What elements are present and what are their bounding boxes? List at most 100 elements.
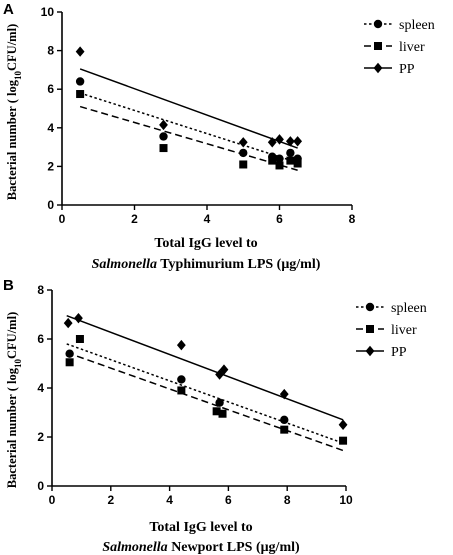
data-point-spleen (239, 148, 248, 158)
panel-a-x-axis-label-line2: Salmonella Typhimurium LPS (μg/ml) (92, 257, 321, 272)
x-tick-label: 2 (107, 493, 114, 507)
data-point-pp (267, 137, 277, 148)
y-tick-label: 4 (47, 121, 54, 135)
panel-a-x-tick-labels: 0 2 4 6 8 (59, 212, 356, 226)
data-point-pp (293, 136, 303, 147)
data-point-pp (238, 137, 248, 148)
x-tick-label: 0 (49, 493, 56, 507)
data-point-liver (275, 161, 284, 170)
y-tick-label: 8 (47, 44, 54, 58)
data-point-liver (212, 407, 221, 416)
x-tick-label: 8 (284, 493, 291, 507)
legend-label: liver (391, 323, 417, 338)
panel-a-axes (57, 11, 353, 210)
data-point-spleen (177, 375, 186, 384)
x-tick-label: 2 (131, 212, 138, 226)
data-point-liver (293, 159, 302, 168)
panel-b-x-axis-label-line1: Total IgG level to (149, 520, 252, 535)
fit-line-pp (66, 315, 344, 421)
panel-b-y-axis-label: Bacterial number ( log10CFU/ml) (5, 312, 23, 488)
data-point-pp (75, 46, 85, 57)
x-tick-label: 6 (276, 212, 283, 226)
x-tick-label: 10 (339, 493, 353, 507)
data-point-liver (239, 160, 248, 169)
legend-item-liver: liver (356, 323, 417, 338)
legend-marker-spleen (373, 19, 383, 29)
y-tick-label: 10 (41, 5, 55, 19)
legend-marker-liver (366, 325, 374, 333)
panel-a-y-tick-labels: 0 2 4 6 8 10 (41, 5, 55, 212)
legend-item-pp: PP (364, 62, 415, 77)
panel-a-y-axis-label: Bacterial number ( log10CFU/ml) (5, 24, 23, 200)
legend-marker-pp (373, 62, 383, 74)
data-point-pp (279, 388, 289, 400)
y-tick-label: 6 (37, 332, 44, 346)
legend-marker-spleen (365, 302, 375, 312)
legend-item-spleen: spleen (364, 18, 435, 33)
data-point-spleen (286, 148, 295, 158)
panel-b-y-tick-labels: 0 2 4 6 8 (37, 283, 44, 493)
fit-line-spleen (79, 92, 298, 164)
data-point-liver (65, 358, 74, 367)
data-point-liver (268, 156, 277, 165)
fit-line-liver (66, 351, 344, 452)
y-tick-label: 6 (47, 82, 54, 96)
x-tick-label: 0 (59, 212, 66, 226)
y-tick-label: 0 (37, 479, 44, 493)
panel-b-fit-lines (66, 315, 344, 452)
panel-a: A 0 2 4 6 8 0 2 4 6 8 10 Bacterial number ( log10… (3, 1, 435, 272)
panel-b-data-points (63, 312, 348, 445)
legend-item-pp: PP (356, 345, 407, 360)
data-point-spleen (159, 132, 168, 141)
data-point-liver (177, 386, 186, 395)
x-tick-label: 4 (166, 493, 173, 507)
panel-b-axes (47, 289, 347, 491)
data-point-pp (63, 317, 73, 329)
legend-label: liver (399, 40, 425, 55)
data-point-liver (280, 425, 289, 434)
data-point-spleen (75, 77, 85, 86)
panel-a-legend: spleen liver PP (364, 18, 435, 77)
data-point-pp (275, 134, 284, 145)
legend-item-spleen: spleen (356, 301, 427, 316)
data-point-pp (176, 339, 186, 351)
fit-line-pp (79, 68, 298, 149)
data-point-pp (74, 312, 83, 324)
panel-b-x-axis-label-line2: Salmonella Newport LPS (μg/ml) (102, 540, 300, 555)
data-point-liver (159, 144, 168, 153)
panel-a-x-axis-label-line1: Total IgG level to (154, 236, 257, 251)
data-point-liver (76, 90, 85, 99)
data-point-spleen (280, 415, 289, 425)
data-point-pp (285, 136, 295, 147)
legend-item-liver: liver (364, 40, 425, 55)
legend-label: spleen (391, 301, 427, 316)
y-tick-label: 0 (47, 198, 54, 212)
y-tick-label: 2 (37, 430, 44, 444)
fit-line-liver (79, 105, 298, 171)
data-point-pp (159, 119, 168, 131)
data-point-spleen (215, 398, 224, 407)
y-tick-label: 8 (37, 283, 44, 297)
legend-label: spleen (399, 18, 435, 33)
data-point-spleen (275, 154, 284, 163)
panel-a-data-points (75, 46, 303, 170)
x-tick-label: 8 (349, 212, 356, 226)
panel-b-letter: B (3, 277, 14, 294)
data-point-liver (339, 436, 348, 445)
x-tick-label: 6 (225, 493, 232, 507)
panel-b-x-tick-labels: 0 2 4 6 8 10 (49, 493, 353, 507)
legend-label: PP (399, 62, 415, 77)
fit-line-spleen (66, 343, 344, 444)
panel-a-fit-lines (79, 68, 298, 171)
data-point-pp (338, 419, 348, 430)
panel-b: B 0 2 4 6 8 10 0 2 4 6 8 Bacterial number ( log10… (3, 277, 427, 555)
panel-a-letter: A (3, 1, 14, 18)
data-point-spleen (65, 349, 74, 358)
legend-label: PP (391, 345, 407, 360)
y-tick-label: 4 (37, 381, 44, 395)
data-point-pp (219, 364, 229, 375)
legend-marker-liver (374, 42, 382, 50)
data-point-liver (218, 409, 227, 418)
y-tick-label: 2 (47, 159, 54, 173)
